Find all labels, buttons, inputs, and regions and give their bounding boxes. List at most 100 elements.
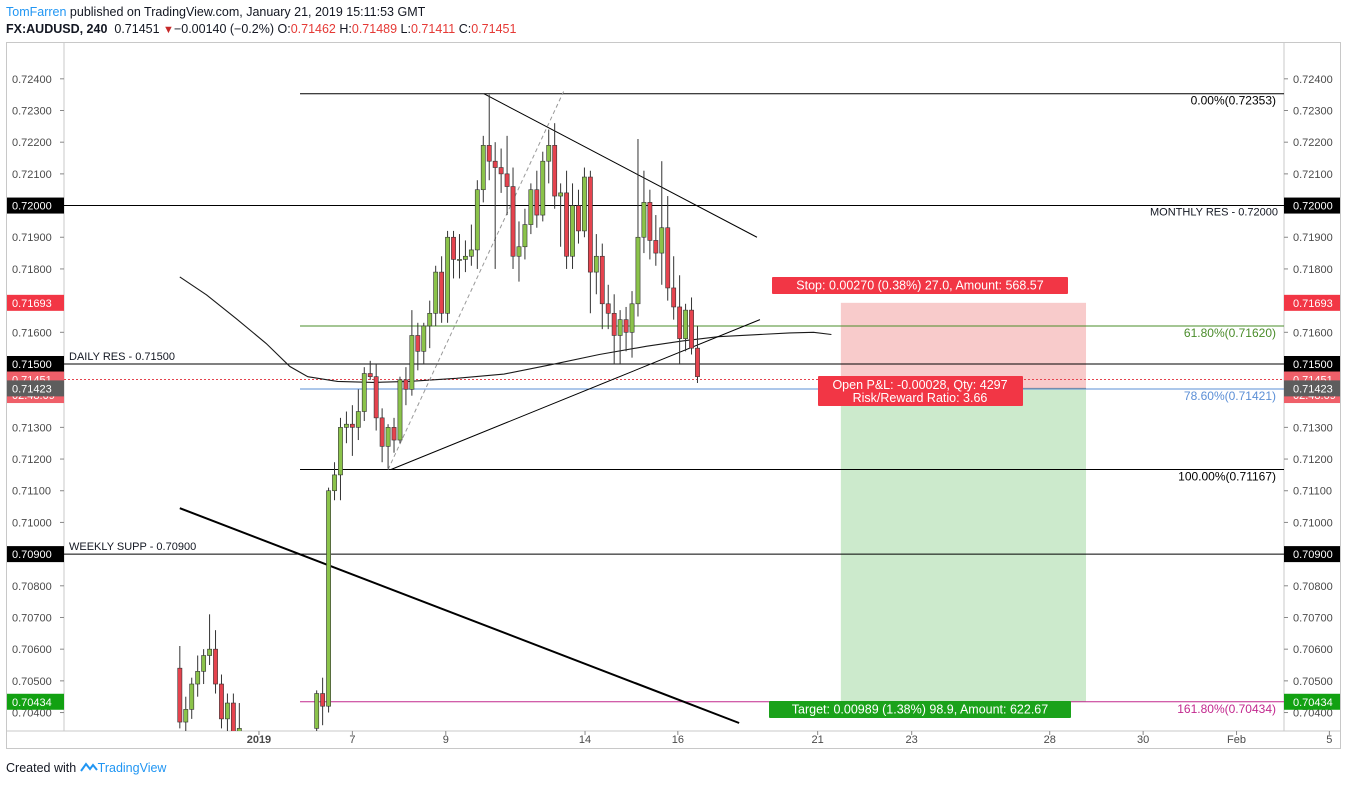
y-tick-label-left: 0.72400	[12, 74, 52, 86]
rr-label: Risk/Reward Ratio: 3.66	[853, 391, 988, 405]
candle-bullish	[468, 249, 474, 257]
down-arrow-icon: ▼	[163, 24, 174, 36]
author-link[interactable]: TomFarren	[6, 5, 67, 19]
candle-bearish	[451, 236, 456, 260]
candle-bearish	[605, 303, 611, 314]
x-tick-label: 2019	[247, 734, 271, 746]
price-tag-left-text: 0.71423	[12, 383, 52, 395]
candle-bearish	[373, 376, 379, 419]
candle-bearish	[213, 648, 218, 685]
price-tag-left	[7, 546, 64, 563]
price-tag-left	[7, 294, 64, 311]
price-tag-left	[7, 693, 64, 710]
candle-bullish	[433, 271, 439, 314]
x-tick-label: 5	[1326, 734, 1332, 746]
price-tag-right	[1284, 380, 1340, 397]
candle-bearish	[486, 145, 492, 162]
y-tick-label-right: 0.71600	[1293, 327, 1333, 339]
candle-bullish	[558, 192, 564, 197]
candle-bearish	[379, 417, 385, 447]
target-zone	[840, 388, 1087, 702]
candle-bullish	[480, 145, 486, 191]
candle-bearish	[510, 186, 516, 257]
fib-level-label: 78.60%(0.71421)	[1184, 389, 1276, 403]
trendline	[483, 93, 758, 238]
candle-bullish	[635, 236, 641, 305]
y-tick-label-left: 0.70500	[12, 676, 52, 688]
y-tick-label-right: 0.70500	[1293, 676, 1333, 688]
stop-zone	[840, 302, 1087, 389]
x-tick-label: 23	[906, 734, 918, 746]
candle-bearish	[599, 255, 605, 305]
candle-bearish	[504, 173, 510, 187]
candle-bullish	[195, 671, 201, 685]
y-tick-label-right: 0.71900	[1293, 232, 1333, 244]
x-tick-label: 7	[349, 734, 355, 746]
open-value: 0.71462	[290, 22, 336, 36]
candle-bullish	[201, 655, 207, 672]
symbol-line: FX:AUDUSD, 240 0.71451 ▼−0.00140 (−0.2%)…	[6, 22, 516, 36]
candle-bearish	[611, 312, 617, 336]
candle-bullish	[582, 176, 587, 232]
price-tag-right	[1284, 355, 1340, 372]
candle-bearish	[219, 683, 224, 720]
candle-bullish	[540, 160, 546, 216]
y-tick-label-right: 0.72200	[1293, 137, 1333, 149]
candle-bearish	[695, 347, 700, 377]
candle-bullish	[326, 490, 331, 707]
price-tag-right-text: 0.72000	[1293, 201, 1333, 213]
price-tag-left-text: 0.71693	[12, 298, 52, 310]
publish-text: published on TradingView.com, January 21…	[69, 5, 426, 19]
tradingview-link[interactable]: TradingView	[97, 761, 167, 775]
price-tag-right	[1284, 546, 1340, 563]
x-tick-label: 14	[579, 734, 591, 746]
close-value: 0.71451	[471, 22, 517, 36]
y-tick-label-left: 0.71000	[12, 517, 52, 529]
high-label: H:	[339, 22, 352, 36]
candle-bullish	[641, 202, 647, 238]
close-label: C:	[458, 22, 472, 36]
y-tick-label-left: 0.70400	[12, 708, 52, 720]
price-tag-right	[1284, 693, 1340, 710]
y-tick-label-right: 0.70600	[1293, 644, 1333, 656]
y-tick-label-left: 0.71800	[12, 264, 52, 276]
low-value: 0.71411	[410, 22, 456, 36]
candle-bullish	[338, 427, 343, 476]
price-tag-left	[7, 380, 64, 397]
fib-level-label: 0.00%(0.72353)	[1191, 94, 1276, 108]
y-tick-label-left: 0.71300	[12, 422, 52, 434]
candle-bearish	[492, 160, 498, 168]
candle-bullish	[314, 693, 320, 729]
candle-bearish	[587, 176, 593, 273]
candle-bullish	[207, 648, 212, 656]
price-tag-right-text: 0.71423	[1293, 383, 1333, 395]
candle-bearish	[367, 373, 373, 377]
candle-bearish	[230, 702, 236, 731]
candle-bullish	[457, 259, 462, 261]
y-tick-label-left: 0.72300	[12, 106, 52, 118]
y-tick-label-right: 0.72300	[1293, 106, 1333, 118]
candle-bullish	[332, 474, 337, 492]
candle-bullish	[683, 309, 688, 339]
last-price: 0.71451	[114, 22, 160, 36]
candle-bullish	[225, 702, 230, 720]
y-tick-label-left: 0.70700	[12, 612, 52, 624]
fib-level-label: 161.80%(0.70434)	[1177, 702, 1276, 716]
candle-bullish	[528, 189, 534, 225]
y-tick-label-right: 0.71100	[1293, 486, 1332, 498]
candle-bearish	[623, 319, 629, 333]
footer-prefix: Created with	[6, 761, 77, 775]
chart-frame[interactable]	[6, 42, 1341, 749]
candle-bullish	[474, 189, 480, 251]
key-level-label: WEEKLY SUPP - 0.70900	[69, 541, 196, 553]
candle-bearish	[665, 227, 671, 289]
trendline	[390, 319, 761, 470]
candle-bullish	[617, 319, 623, 336]
candle-bearish	[391, 427, 397, 441]
candle-bullish	[385, 427, 391, 447]
candle-bearish	[647, 202, 653, 241]
y-tick-label-right: 0.72100	[1293, 169, 1333, 181]
y-tick-label-left: 0.70800	[12, 581, 52, 593]
candle-bearish	[415, 335, 421, 352]
